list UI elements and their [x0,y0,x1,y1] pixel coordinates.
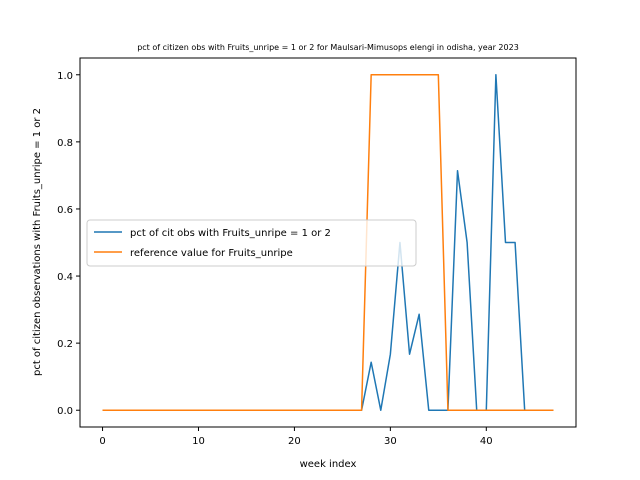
x-tick-label: 30 [384,436,397,447]
y-tick-label: 0.4 [57,272,73,283]
y-tick-label: 0.0 [57,406,73,417]
legend-box [86,219,417,267]
chart-title: pct of citizen obs with Fruits_unripe = … [137,43,519,52]
x-tick-label: 10 [192,436,205,447]
x-tick-label: 0 [99,436,105,447]
x-axis-ticks: 0 10 20 30 40 [99,427,493,447]
x-tick-label: 20 [288,436,301,447]
y-axis-ticks: 0.0 0.2 0.4 0.6 0.8 1.0 [57,71,80,417]
y-tick-label: 1.0 [57,71,73,82]
plot-lines [102,74,554,411]
legend: pct of cit obs with Fruits_unripe = 1 or… [86,219,417,267]
y-tick-label: 0.2 [57,339,73,350]
plot-frame [79,57,577,428]
x-tick-label: 40 [480,436,493,447]
series-line-2 [102,74,554,411]
legend-entry-series-2: reference value for Fruits_unripe [130,248,293,259]
y-axis-label: pct of citizen observations with Fruits_… [32,108,43,376]
legend-entry-series-1: pct of cit obs with Fruits_unripe = 1 or… [130,228,331,239]
y-tick-label: 0.8 [57,138,73,149]
x-axis-label: week index [300,459,357,470]
y-tick-label: 0.6 [57,205,73,216]
